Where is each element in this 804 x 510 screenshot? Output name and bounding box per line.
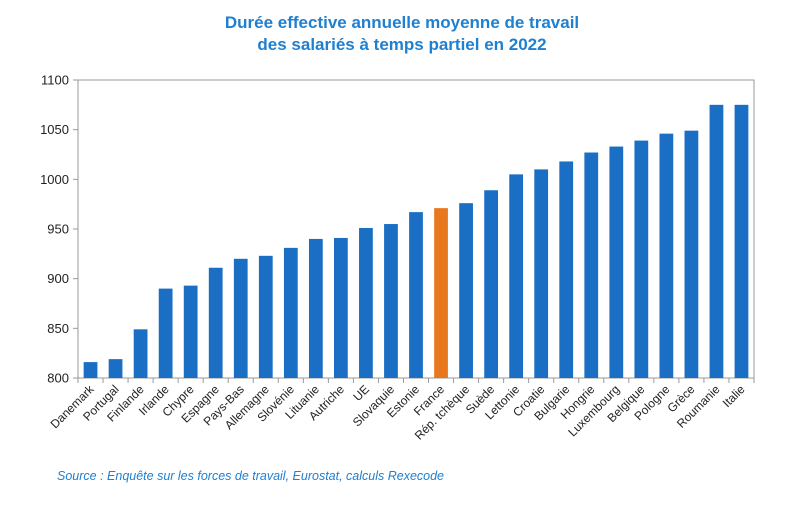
source-note: Source : Enquête sur les forces de trava…: [57, 469, 444, 483]
bar-18: [534, 169, 549, 378]
bar-10: [334, 237, 348, 378]
y-tick-label: 1100: [41, 73, 69, 88]
bar-22: [634, 140, 649, 378]
chart-title-line-2: des salariés à temps partiel en 2022: [257, 35, 547, 54]
bar-26: [734, 104, 749, 378]
bar-11: [359, 228, 373, 378]
chart-title: Durée effective annuelle moyenne de trav…: [0, 12, 804, 56]
bar-25: [709, 104, 724, 378]
y-tick-label: 1000: [40, 172, 69, 187]
bar-8: [283, 247, 298, 378]
bar-12: [384, 224, 398, 378]
bar-16: [484, 190, 498, 378]
bar-13: [409, 212, 423, 378]
bar-23: [659, 133, 674, 378]
bar-14: [434, 208, 448, 378]
bar-0: [83, 362, 98, 378]
y-tick-label: 800: [47, 371, 69, 386]
chart-title-line-1: Durée effective annuelle moyenne de trav…: [224, 13, 580, 32]
y-tick-label: 850: [47, 321, 69, 336]
bar-2: [133, 329, 148, 378]
bar-17: [509, 174, 524, 378]
bar-20: [584, 152, 599, 378]
bar-24: [684, 130, 699, 378]
y-tick-label: 900: [47, 271, 69, 286]
bar-15: [459, 203, 473, 378]
bar-3: [158, 288, 173, 378]
bar-4: [183, 285, 198, 378]
x-tick-label: Italie: [720, 382, 748, 410]
bar-6: [233, 258, 248, 378]
bar-5: [208, 267, 223, 378]
bar-19: [559, 161, 574, 378]
bar-7: [258, 255, 273, 378]
bar-9: [308, 238, 323, 378]
y-tick-label: 1050: [40, 122, 69, 137]
y-tick-label: 950: [47, 222, 69, 237]
bar-21: [609, 146, 624, 378]
bar-1: [108, 359, 123, 378]
